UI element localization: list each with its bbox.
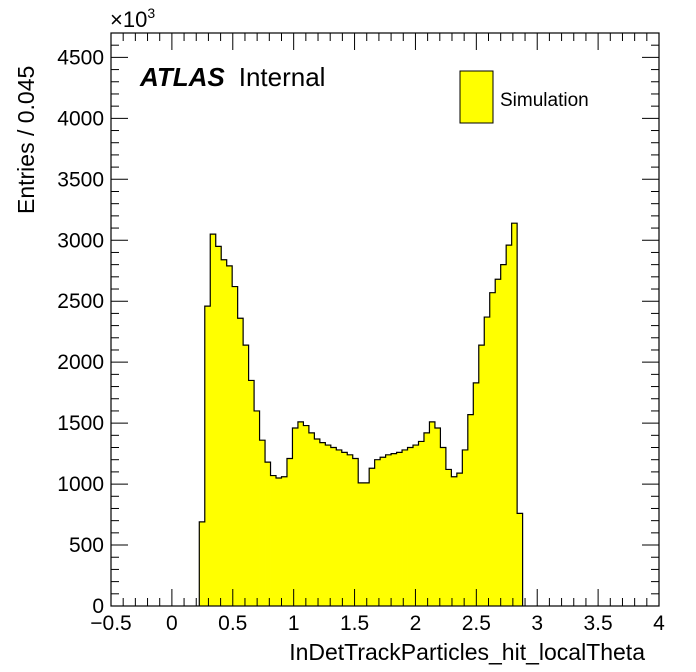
y-axis-label: Entries / 0.045 xyxy=(13,66,39,214)
histogram-bin xyxy=(308,432,315,606)
histogram-bin xyxy=(451,476,458,606)
histogram-bin xyxy=(221,259,228,606)
legend-swatch xyxy=(459,70,494,124)
y-axis-ticks: 0 500 1000 1500 2000 2500 3000 3500 4000 4500 xyxy=(57,32,659,618)
y-tick-label: 3500 xyxy=(57,168,104,191)
histogram-bin xyxy=(347,454,354,606)
histogram-bin xyxy=(358,482,365,606)
x-tick-label: 2 xyxy=(410,612,422,635)
histogram-bin xyxy=(259,440,266,606)
histogram-bin xyxy=(445,469,452,606)
histogram-bin xyxy=(434,428,441,606)
y-tick-label: 2000 xyxy=(57,351,104,374)
histogram-bin xyxy=(484,317,491,606)
histogram-bin xyxy=(325,445,332,606)
y-tick-label: 4000 xyxy=(57,107,104,130)
histogram-bin xyxy=(456,473,463,606)
y-tick-label: 0 xyxy=(92,595,104,618)
y-tick-label: 3000 xyxy=(57,229,104,252)
histogram-bin xyxy=(292,428,299,606)
histogram-bin xyxy=(243,345,250,606)
histogram-bin xyxy=(330,447,337,606)
histogram-bin xyxy=(380,457,387,606)
atlas-label: ATLAS Internal xyxy=(139,62,325,92)
histogram-bin xyxy=(385,454,392,606)
histogram-bin xyxy=(418,441,425,606)
histogram-bin xyxy=(248,380,255,606)
x-tick-label: 0.5 xyxy=(218,612,247,635)
histogram-bin xyxy=(413,445,419,606)
legend-label: Simulation xyxy=(500,90,589,111)
y-tick-label: 1500 xyxy=(57,412,104,435)
histogram-bin xyxy=(402,449,408,606)
histogram-bin xyxy=(303,425,310,606)
histogram-bars xyxy=(199,223,524,607)
histogram-bin xyxy=(286,458,293,606)
x-tick-label: 1.5 xyxy=(340,612,369,635)
histogram-bin xyxy=(478,345,485,606)
histogram-bin xyxy=(232,286,239,606)
histogram-bin xyxy=(254,410,260,606)
histogram-bin xyxy=(511,223,518,606)
histogram-bin xyxy=(210,234,217,606)
histogram-bin xyxy=(204,306,211,606)
histogram-bin xyxy=(341,452,348,606)
histogram-bin xyxy=(407,447,414,606)
histogram-bin xyxy=(473,382,480,606)
histogram-bin xyxy=(391,453,397,606)
histogram-bin xyxy=(440,447,447,606)
x-tick-label: 3 xyxy=(531,612,543,635)
histogram-bin xyxy=(429,421,436,606)
histogram-bin xyxy=(517,513,524,606)
histogram-bin xyxy=(336,449,343,606)
y-multiplier: ×103 xyxy=(110,5,155,32)
x-tick-label: 0 xyxy=(166,612,178,635)
histogram-bin xyxy=(281,476,288,606)
histogram-bin xyxy=(226,265,233,606)
x-tick-label: 2.5 xyxy=(462,612,491,635)
histogram-bin xyxy=(270,475,277,606)
histogram-bin xyxy=(396,452,403,606)
x-axis-ticks: −0.5 0 0.5 1 1.5 2 2.5 3 3.5 4 xyxy=(90,33,665,635)
histogram-bin xyxy=(237,318,244,606)
histogram-bin xyxy=(467,414,474,606)
histogram-outline xyxy=(198,222,524,606)
histogram-bin xyxy=(314,438,321,606)
y-tick-label: 1000 xyxy=(57,473,104,496)
histogram-bin xyxy=(297,421,304,606)
histogram-bin xyxy=(319,442,326,606)
x-axis-label: InDetTrackParticles_hit_localTheta xyxy=(289,639,645,665)
histogram-bin xyxy=(199,521,206,606)
histogram-bin xyxy=(423,432,430,606)
y-tick-label: 2500 xyxy=(57,290,104,313)
histogram-bin xyxy=(276,477,282,606)
y-tick-label: 500 xyxy=(69,534,104,557)
x-tick-label: 3.5 xyxy=(584,612,613,635)
histogram-bin xyxy=(500,264,507,606)
histogram-bin xyxy=(489,292,496,606)
x-tick-label: −0.5 xyxy=(90,612,131,635)
histogram-bin xyxy=(265,462,271,606)
y-tick-label: 4500 xyxy=(57,46,104,69)
histogram-bin xyxy=(363,482,370,606)
histogram-bin xyxy=(506,245,513,607)
histogram-bin xyxy=(215,246,222,606)
histogram-bin xyxy=(369,468,376,606)
histogram-bin xyxy=(374,459,381,606)
x-tick-label: 4 xyxy=(653,612,665,635)
histogram-bin xyxy=(462,449,469,606)
histogram-bin xyxy=(352,458,359,606)
plot-frame xyxy=(110,32,660,607)
histogram-bin xyxy=(495,279,502,606)
x-tick-label: 1 xyxy=(288,612,300,635)
